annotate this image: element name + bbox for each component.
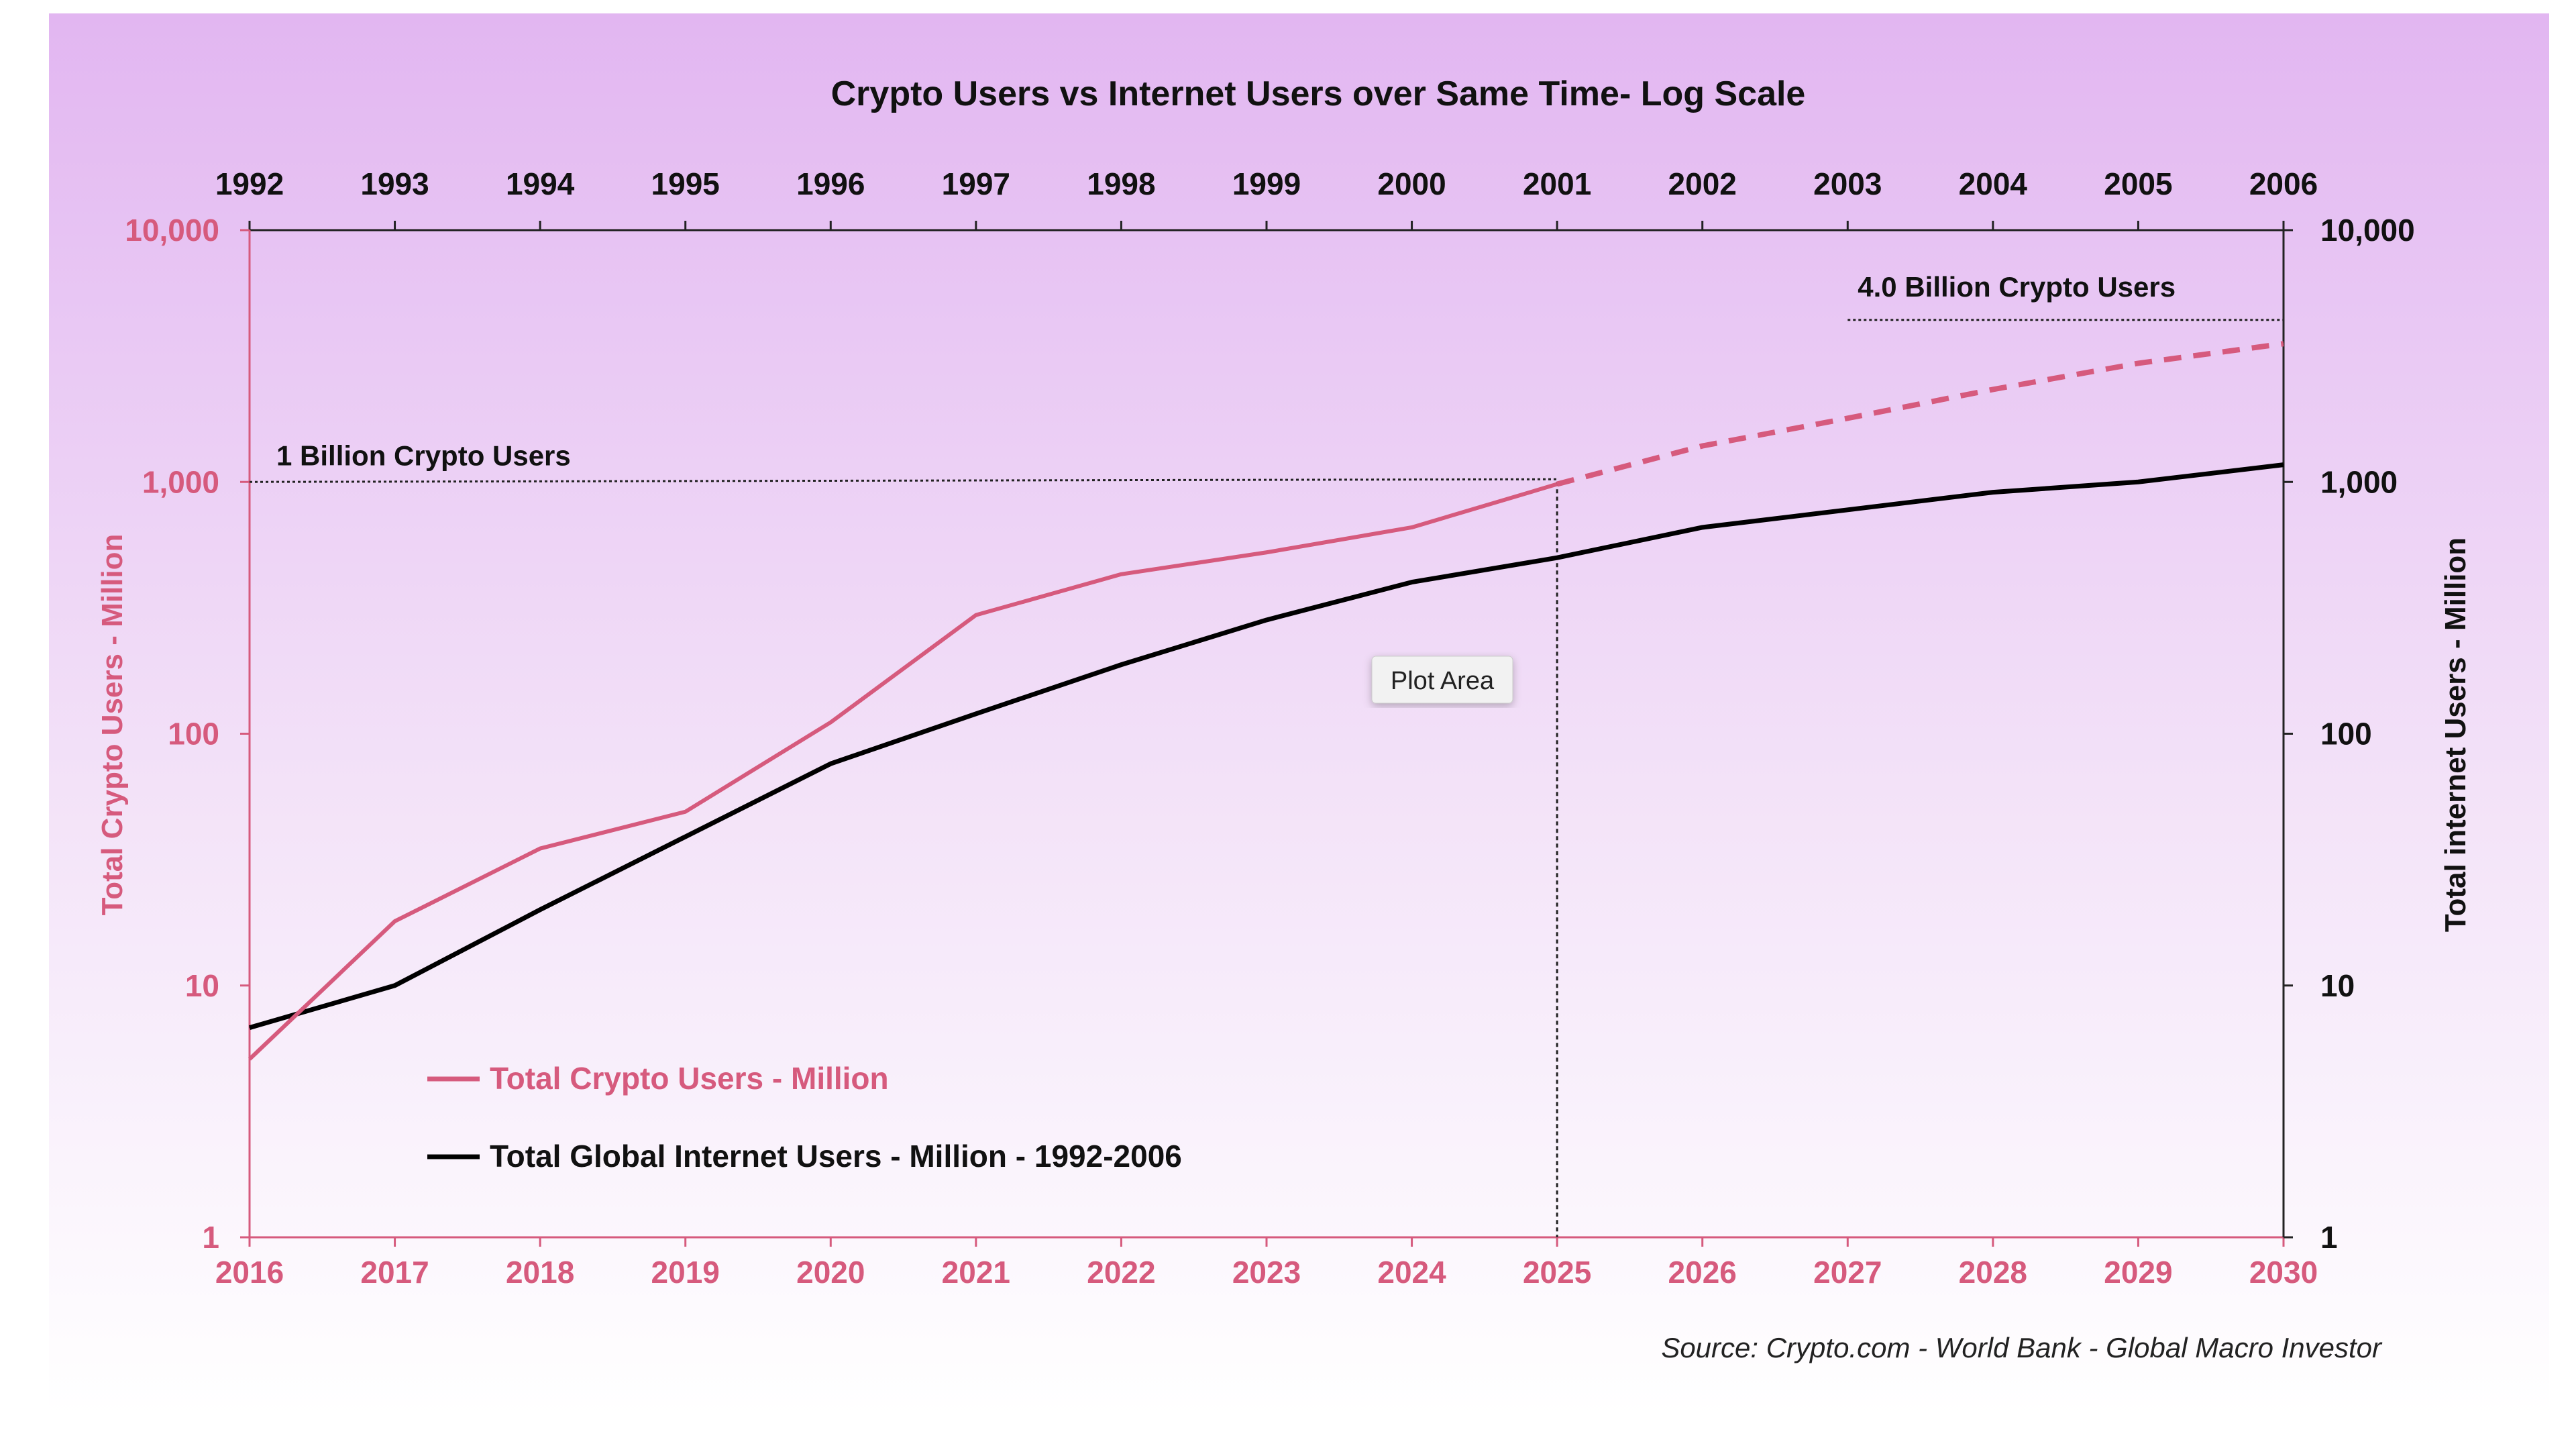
data-point-internet bbox=[685, 836, 686, 837]
top-tick-label: 1999 bbox=[1232, 166, 1301, 201]
chart-background bbox=[49, 13, 2549, 1416]
bottom-tick-label: 2016 bbox=[215, 1255, 284, 1290]
right-tick-label: 10,000 bbox=[2320, 213, 2415, 248]
right-tick-label: 100 bbox=[2320, 717, 2372, 752]
data-point-crypto bbox=[1847, 417, 1848, 419]
data-point-internet bbox=[1992, 492, 1994, 493]
bottom-tick-label: 2026 bbox=[1668, 1255, 1737, 1290]
left-axis-title: Total Crypto Users - Million bbox=[96, 534, 129, 916]
data-point-internet bbox=[394, 985, 396, 986]
bottom-tick-label: 2025 bbox=[1523, 1255, 1591, 1290]
data-point-crypto bbox=[685, 811, 686, 813]
top-tick-label: 2003 bbox=[1813, 166, 1882, 201]
top-tick-label: 2000 bbox=[1377, 166, 1446, 201]
top-tick-label: 1994 bbox=[506, 166, 575, 201]
annotation-label-1-billion: 1 Billion Crypto Users bbox=[276, 439, 571, 471]
series-line-crypto-users-projected bbox=[1556, 341, 2284, 487]
right-tick-label: 1,000 bbox=[2320, 464, 2398, 499]
data-point-crypto bbox=[1992, 389, 1994, 390]
bottom-tick-label: 2021 bbox=[942, 1255, 1010, 1290]
top-tick-label: 2006 bbox=[2249, 166, 2318, 201]
data-point-internet bbox=[539, 909, 541, 911]
chart-title: Crypto Users vs Internet Users over Same… bbox=[831, 74, 1806, 113]
bottom-tick-label: 2029 bbox=[2104, 1255, 2172, 1290]
top-tick-label: 1996 bbox=[796, 166, 865, 201]
bottom-tick-label: 2023 bbox=[1232, 1255, 1301, 1290]
bottom-tick-label: 2028 bbox=[1959, 1255, 2027, 1290]
right-tick-label: 10 bbox=[2320, 968, 2355, 1003]
bottom-tick-label: 2020 bbox=[796, 1255, 865, 1290]
top-tick-label: 2005 bbox=[2104, 166, 2172, 201]
right-axis-title: Total internet Users - Million bbox=[2439, 537, 2472, 932]
annotation-line-1-billion bbox=[249, 478, 1558, 483]
top-tick-label: 1997 bbox=[942, 166, 1010, 201]
bottom-tick-label: 2024 bbox=[1377, 1255, 1446, 1290]
bottom-tick-label: 2022 bbox=[1087, 1255, 1155, 1290]
top-tick-label: 2004 bbox=[1959, 166, 2028, 201]
source-note: Source: Crypto.com - World Bank - Global… bbox=[1661, 1332, 2383, 1363]
top-tick-label: 1995 bbox=[651, 166, 720, 201]
top-tick-label: 1998 bbox=[1087, 166, 1155, 201]
bottom-tick-label: 2030 bbox=[2249, 1255, 2318, 1290]
data-point-internet bbox=[1120, 664, 1122, 666]
data-point-internet bbox=[975, 713, 977, 715]
top-tick-label: 1992 bbox=[215, 166, 284, 201]
data-point-crypto bbox=[539, 848, 541, 849]
left-tick-label: 1,000 bbox=[142, 464, 219, 499]
legend-label-internet: Total Global Internet Users - Million - … bbox=[490, 1139, 1182, 1174]
top-tick-label: 2001 bbox=[1523, 166, 1591, 201]
top-tick-label: 1993 bbox=[360, 166, 429, 201]
bottom-tick-label: 2018 bbox=[506, 1255, 574, 1290]
left-tick-label: 1 bbox=[202, 1220, 219, 1255]
bottom-tick-label: 2017 bbox=[360, 1255, 429, 1290]
bottom-tick-label: 2027 bbox=[1813, 1255, 1882, 1290]
data-point-crypto bbox=[2137, 362, 2139, 364]
legend-label-crypto: Total Crypto Users - Million bbox=[490, 1061, 889, 1096]
right-tick-label: 1 bbox=[2320, 1220, 2338, 1255]
annotation-label-4-billion: 4.0 Billion Crypto Users bbox=[1858, 271, 2176, 303]
bottom-tick-label: 2019 bbox=[651, 1255, 720, 1290]
left-tick-label: 10 bbox=[185, 968, 219, 1003]
left-tick-label: 10,000 bbox=[125, 213, 219, 248]
data-point-crypto bbox=[830, 721, 831, 723]
data-point-internet bbox=[1847, 509, 1848, 511]
series-line-crypto-users bbox=[248, 482, 1558, 1061]
tooltip-text: Plot Area bbox=[1391, 667, 1495, 695]
left-tick-label: 100 bbox=[168, 717, 219, 752]
plot-area-tooltip: Plot Area bbox=[1371, 656, 1513, 704]
legend: Total Crypto Users - Million Total Globa… bbox=[427, 1061, 1182, 1174]
top-tick-label: 2002 bbox=[1668, 166, 1737, 201]
